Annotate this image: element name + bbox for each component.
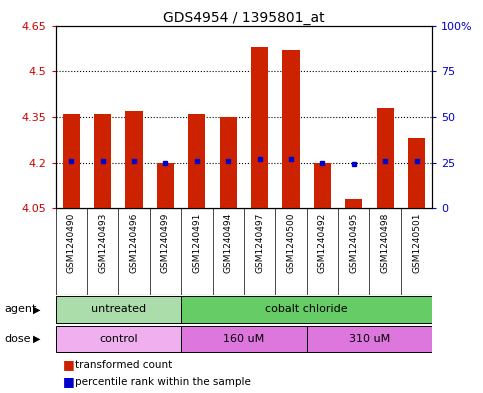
Text: ▶: ▶ [33,334,41,344]
Bar [307,326,432,352]
Text: GSM1240497: GSM1240497 [255,213,264,273]
Text: ■: ■ [63,375,74,389]
Text: GSM1240501: GSM1240501 [412,213,421,273]
Bar [181,296,432,323]
Text: percentile rank within the sample: percentile rank within the sample [75,377,251,387]
Text: GSM1240493: GSM1240493 [98,213,107,273]
Bar [314,163,331,208]
Bar [408,138,425,208]
Text: GSM1240499: GSM1240499 [161,213,170,273]
Text: untreated: untreated [91,305,146,314]
Text: control: control [99,334,138,344]
Bar [56,296,181,323]
Text: GSM1240494: GSM1240494 [224,213,233,273]
Bar [345,199,362,208]
Bar [181,326,307,352]
Bar [157,163,174,208]
Bar [220,117,237,208]
Text: cobalt chloride: cobalt chloride [265,305,348,314]
Text: transformed count: transformed count [75,360,172,370]
Bar [283,50,299,208]
Title: GDS4954 / 1395801_at: GDS4954 / 1395801_at [163,11,325,24]
Text: ▶: ▶ [33,305,41,314]
Bar [126,111,142,208]
Text: GSM1240492: GSM1240492 [318,213,327,273]
Text: agent: agent [5,305,37,314]
Bar [251,47,268,208]
Text: GSM1240496: GSM1240496 [129,213,139,273]
Text: dose: dose [5,334,31,344]
Bar [56,326,181,352]
Bar [63,114,80,208]
Text: GSM1240490: GSM1240490 [67,213,76,273]
Bar [94,114,111,208]
Text: 310 uM: 310 uM [349,334,390,344]
Text: ■: ■ [63,358,74,371]
Text: GSM1240500: GSM1240500 [286,213,296,273]
Bar [377,108,394,208]
Bar [188,114,205,208]
Text: GSM1240491: GSM1240491 [192,213,201,273]
Text: 160 uM: 160 uM [223,334,265,344]
Text: GSM1240495: GSM1240495 [349,213,358,273]
Text: GSM1240498: GSM1240498 [381,213,390,273]
